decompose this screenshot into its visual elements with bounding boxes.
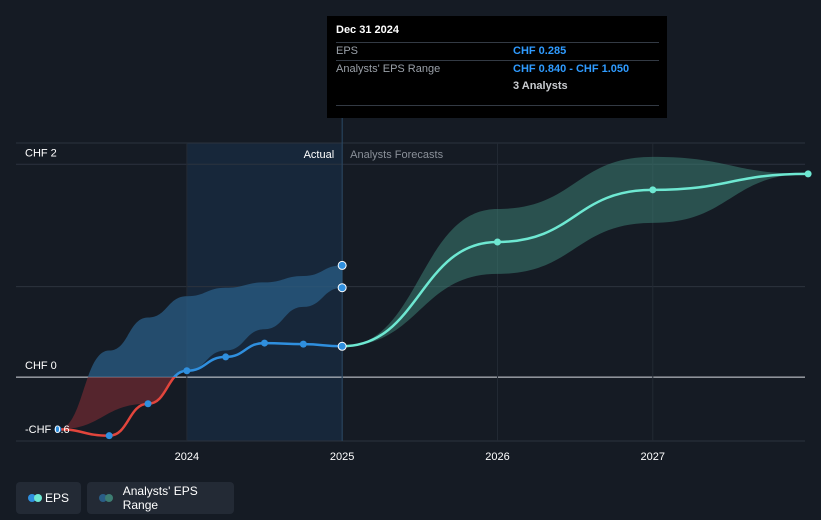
- eps-forecast-point: [649, 186, 657, 194]
- legend-label: Analysts' EPS Range: [122, 484, 198, 512]
- tooltip-label: Analysts' EPS Range: [336, 63, 441, 75]
- y-tick-label: -CHF 0.6: [25, 424, 70, 436]
- eps-point: [261, 339, 269, 347]
- eps-actual-line-negative: [57, 377, 177, 437]
- x-tick-label: 2024: [175, 451, 199, 463]
- legend-dot: [99, 494, 107, 502]
- y-tick-label: CHF 0: [25, 360, 57, 372]
- region-label-forecast: Analysts Forecasts: [350, 149, 443, 161]
- legend-dot: [28, 494, 36, 502]
- tooltip-label: EPS: [336, 45, 359, 57]
- tooltip-date: Dec 31 2024: [336, 24, 399, 36]
- eps-forecast-line: [342, 172, 809, 348]
- tooltip-row-analysts: 3 Analysts: [336, 78, 659, 95]
- eps-point: [222, 353, 230, 361]
- actual-eps-range-band: [87, 265, 343, 378]
- eps-actual-line: [172, 341, 343, 378]
- hover-tooltip: Dec 31 2024 EPS CHF 0.285 Analysts' EPS …: [327, 16, 667, 118]
- eps-point: [299, 340, 307, 348]
- eps-point: [144, 400, 152, 408]
- eps-forecast-point: [493, 238, 501, 246]
- legend-range-icon: [99, 494, 115, 502]
- y-tick-label: CHF 2: [25, 147, 57, 159]
- legend-dot: [105, 494, 113, 502]
- legend-item-eps[interactable]: EPS: [16, 482, 81, 514]
- x-tick-label: 2026: [485, 451, 509, 463]
- eps-range-endpoint: [337, 283, 347, 293]
- actual-eps-range-band-negative: [57, 377, 175, 430]
- legend-label: EPS: [44, 491, 69, 505]
- x-tick-label: 2027: [641, 451, 665, 463]
- legend-item-eps-range[interactable]: Analysts' EPS Range: [87, 482, 234, 514]
- eps-point: [337, 341, 347, 351]
- range-bands: [57, 156, 809, 430]
- eps-lines: [57, 172, 809, 437]
- axis-labels: CHF 2 CHF 0 -CHF 0.6 2024 2025 2026 2027 Actual…: [25, 147, 665, 463]
- tooltip-divider: [336, 105, 659, 106]
- forecast-eps-range-band: [342, 156, 809, 347]
- tooltip-value: CHF 0.285: [513, 45, 567, 57]
- eps-point: [105, 432, 113, 440]
- tooltip-value: CHF 0.840 - CHF 1.050: [513, 63, 630, 75]
- eps-range-endpoint: [337, 260, 347, 270]
- tooltip-label: [336, 80, 513, 92]
- x-tick-label: 2025: [330, 451, 354, 463]
- eps-point: [54, 425, 62, 433]
- legend-dot: [34, 494, 42, 502]
- legend-eps-icon: [28, 494, 42, 502]
- eps-point: [183, 367, 191, 375]
- region-label-actual: Actual: [304, 149, 335, 161]
- tooltip-row-range: Analysts' EPS Range CHF 0.840 - CHF 1.05…: [336, 60, 659, 78]
- tooltip-row-eps: EPS CHF 0.285: [336, 42, 659, 60]
- eps-forecast-point: [804, 170, 812, 178]
- tooltip-analyst-count: 3 Analysts: [513, 80, 568, 92]
- eps-markers: [54, 170, 812, 440]
